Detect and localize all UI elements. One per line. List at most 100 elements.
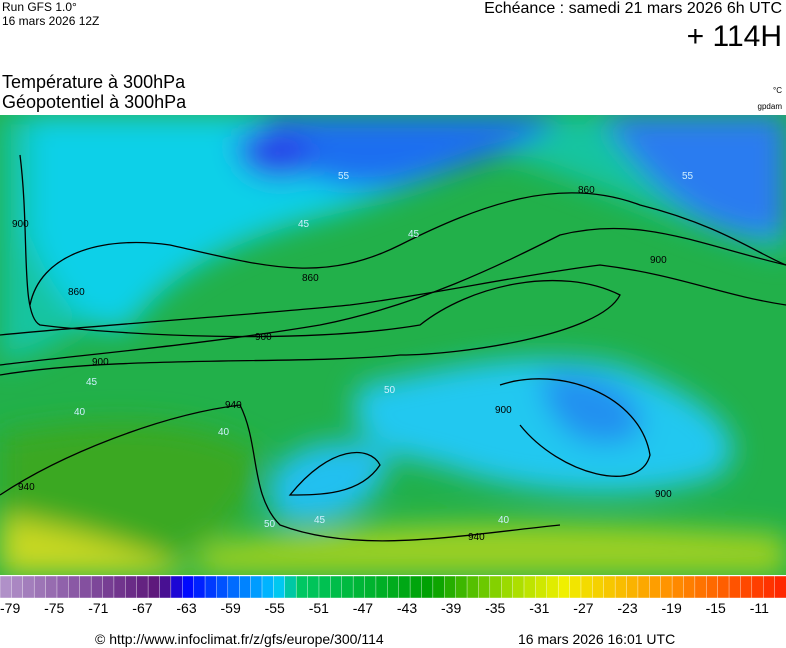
swatch bbox=[660, 576, 673, 598]
swatch bbox=[56, 576, 70, 598]
scale-label: -27 bbox=[573, 600, 594, 616]
swatch bbox=[751, 576, 764, 598]
contour-label: 900 bbox=[655, 489, 672, 500]
contour-label: 940 bbox=[18, 482, 35, 493]
scale-label: -67 bbox=[132, 600, 153, 616]
swatch bbox=[683, 576, 696, 598]
contour-label: 45 bbox=[298, 219, 310, 230]
footer-time: 16 mars 2026 16:01 UTC bbox=[518, 631, 676, 647]
contour-label: 40 bbox=[498, 515, 510, 526]
swatch bbox=[250, 576, 263, 598]
swatch bbox=[125, 576, 138, 598]
title: Géopotentiel à 300hPa bbox=[2, 92, 187, 112]
swatch bbox=[330, 576, 343, 598]
swatch bbox=[341, 576, 354, 598]
swatch bbox=[193, 576, 206, 598]
swatch bbox=[33, 576, 47, 598]
swatch bbox=[489, 576, 502, 598]
contour-label: 900 bbox=[12, 219, 29, 230]
swatch bbox=[740, 576, 753, 598]
swatch bbox=[614, 576, 628, 598]
swatch bbox=[284, 576, 297, 598]
contour-label: 900 bbox=[92, 357, 109, 368]
swatch bbox=[557, 576, 571, 598]
contour-label: 860 bbox=[68, 287, 85, 298]
scale-label: -43 bbox=[396, 600, 418, 616]
swatch bbox=[68, 576, 81, 598]
scale-label: -23 bbox=[617, 600, 638, 616]
contour-label: 940 bbox=[468, 532, 485, 543]
swatch bbox=[626, 576, 639, 598]
contour-label: 45 bbox=[86, 377, 98, 388]
lead-time: + 114H bbox=[686, 20, 782, 53]
swatch bbox=[90, 576, 104, 598]
swatch bbox=[79, 576, 92, 598]
swatch bbox=[147, 576, 161, 598]
footer-url: © http://www.infoclimat.fr/z/gfs/europe/… bbox=[95, 631, 384, 647]
swatch bbox=[546, 576, 559, 598]
contour-label: 55 bbox=[338, 171, 350, 182]
scale-label: -39 bbox=[441, 600, 462, 616]
swatch bbox=[717, 576, 730, 598]
swatch bbox=[455, 576, 468, 598]
swatch bbox=[159, 576, 172, 598]
scale-label: -47 bbox=[352, 600, 374, 616]
swatch bbox=[706, 576, 719, 598]
scale-label: -71 bbox=[88, 600, 109, 616]
color-scale bbox=[0, 576, 786, 598]
unit: gpdam bbox=[757, 102, 782, 111]
swatch bbox=[466, 576, 480, 598]
swatch bbox=[580, 576, 594, 598]
title: Température à 300hPa bbox=[2, 72, 186, 92]
scale-label: -79 bbox=[0, 600, 21, 616]
scale-label: -55 bbox=[264, 600, 285, 616]
swatch bbox=[432, 576, 445, 598]
swatch bbox=[592, 576, 605, 598]
swatch bbox=[364, 576, 377, 598]
swatch bbox=[216, 576, 229, 598]
swatch bbox=[763, 576, 776, 598]
swatch bbox=[102, 576, 115, 598]
swatch bbox=[375, 576, 389, 598]
contour-label: 940 bbox=[225, 400, 242, 411]
scale-label: -19 bbox=[661, 600, 682, 616]
swatch bbox=[728, 576, 742, 598]
swatch bbox=[273, 576, 286, 598]
contour-label: 40 bbox=[218, 427, 230, 438]
swatch bbox=[671, 576, 685, 598]
swatch bbox=[421, 576, 434, 598]
swatch bbox=[113, 576, 127, 598]
contour-label: 50 bbox=[384, 385, 396, 396]
swatch bbox=[637, 576, 651, 598]
run-date: 16 mars 2026 12Z bbox=[2, 14, 100, 28]
scale-label: -51 bbox=[308, 600, 329, 616]
swatch bbox=[523, 576, 537, 598]
swatch bbox=[45, 576, 58, 598]
swatch bbox=[170, 576, 183, 598]
swatch bbox=[569, 576, 582, 598]
swatch bbox=[444, 576, 457, 598]
scale-label: -11 bbox=[749, 600, 769, 616]
swatch bbox=[318, 576, 332, 598]
echeance: Echéance : samedi 21 mars 2026 6h UTC bbox=[484, 0, 782, 17]
swatch bbox=[295, 576, 309, 598]
run: Run GFS 1.0° bbox=[2, 0, 77, 14]
swatch bbox=[512, 576, 525, 598]
contour-label: 45 bbox=[314, 515, 326, 526]
swatch bbox=[227, 576, 240, 598]
contour-label: 55 bbox=[682, 171, 694, 182]
scale-label: -35 bbox=[485, 600, 506, 616]
swatch bbox=[774, 576, 786, 598]
swatch bbox=[694, 576, 707, 598]
swatch bbox=[22, 576, 35, 598]
swatch bbox=[0, 576, 13, 598]
contour-label: 900 bbox=[495, 405, 512, 416]
scale-label: -63 bbox=[176, 600, 197, 616]
scale-label: -75 bbox=[44, 600, 65, 616]
swatch bbox=[535, 576, 548, 598]
contour-label: 45 bbox=[408, 229, 420, 240]
swatch bbox=[136, 576, 149, 598]
swatch bbox=[387, 576, 400, 598]
contour-label: 860 bbox=[578, 185, 595, 196]
